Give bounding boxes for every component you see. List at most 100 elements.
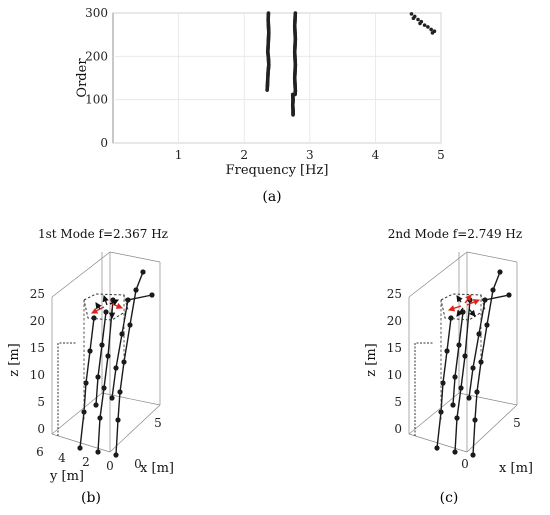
- mode-arrow-red: [464, 294, 472, 304]
- node: [474, 389, 480, 395]
- structure-model: [57, 269, 155, 458]
- node: [440, 380, 446, 386]
- node: [113, 452, 119, 458]
- mode-plot-2: 2nd Mode f=2.749 Hz 0 5 10 15 20 25 z [m…: [364, 227, 533, 506]
- node: [490, 287, 496, 293]
- node: [149, 292, 155, 298]
- z-tick: 25: [387, 287, 402, 301]
- data-point: [429, 27, 433, 32]
- mode-arrow-red: [447, 305, 462, 312]
- data-point: [422, 23, 427, 27]
- box-edge: [51, 392, 103, 435]
- node: [470, 452, 476, 458]
- node: [83, 380, 89, 386]
- stabilization-chart: 0 100 200 300 1 2 3 4 5 Order Frequency [Hz] (a…: [75, 6, 445, 205]
- column-line: [452, 311, 464, 406]
- z-tick: 15: [387, 341, 402, 355]
- z-tick: 5: [394, 395, 402, 409]
- z-tick: 0: [37, 422, 45, 436]
- y-tick: 300: [85, 6, 108, 20]
- node: [119, 331, 125, 337]
- node: [97, 415, 103, 421]
- x-axis-label: x [m]: [140, 461, 174, 476]
- mode-arrow-black: [456, 295, 463, 303]
- mode-arrow-black: [468, 308, 476, 317]
- node: [125, 297, 131, 303]
- mode-arrow-black: [109, 299, 119, 306]
- z-axis-label: z [m]: [364, 343, 379, 376]
- node: [93, 402, 99, 408]
- z-tick: 20: [387, 314, 402, 328]
- node: [450, 402, 456, 408]
- node: [438, 409, 444, 415]
- box-edge: [109, 404, 161, 453]
- z-tick: 15: [30, 341, 45, 355]
- y-tick: 0: [100, 136, 108, 150]
- x-tick: 1: [175, 148, 183, 162]
- z-tick: 10: [387, 368, 402, 382]
- box-edge: [466, 404, 518, 453]
- caption-c: (c): [440, 490, 459, 506]
- mode-arrow-black: [102, 294, 109, 306]
- node: [127, 322, 133, 328]
- y-tick: 100: [85, 93, 108, 107]
- axes-box: [51, 251, 161, 453]
- node: [444, 348, 450, 354]
- data-point: [426, 25, 430, 29]
- node: [95, 449, 101, 455]
- node: [434, 445, 440, 451]
- node: [452, 374, 458, 380]
- box-edge: [408, 392, 460, 435]
- box-edge: [466, 251, 518, 263]
- x-tick: 4: [372, 148, 380, 162]
- mode-arrow-black: [95, 302, 102, 310]
- box-edge: [458, 392, 518, 406]
- node: [466, 395, 472, 401]
- x-tick: 5: [437, 148, 445, 162]
- node: [470, 365, 476, 371]
- data-point: [418, 21, 422, 26]
- z-tick: 25: [30, 287, 45, 301]
- mode-arrow-black: [456, 307, 464, 317]
- node: [103, 309, 109, 315]
- data-point: [291, 113, 295, 117]
- node: [482, 297, 488, 303]
- node: [448, 315, 454, 321]
- x-axis-label: Frequency [Hz]: [226, 163, 329, 178]
- data-point: [409, 12, 414, 16]
- node: [99, 342, 105, 348]
- node: [121, 359, 127, 365]
- node: [478, 359, 484, 365]
- node: [117, 389, 123, 395]
- node: [472, 417, 478, 423]
- node: [506, 292, 512, 298]
- mode-arrow-red: [91, 306, 105, 314]
- z-tick: 0: [394, 422, 402, 436]
- z-tick: 5: [37, 395, 45, 409]
- node: [484, 322, 490, 328]
- box-edge: [101, 392, 161, 406]
- data-point: [265, 88, 269, 92]
- caption-a: (a): [262, 189, 281, 205]
- box-edge: [109, 251, 161, 263]
- x-tick: 3: [306, 148, 314, 162]
- node: [476, 331, 482, 337]
- y-tick: 0: [106, 459, 114, 473]
- node: [462, 353, 468, 359]
- node: [95, 374, 101, 380]
- x-tick-labels: 1 2 3 4 5: [175, 148, 445, 162]
- x-tick: 0: [134, 457, 142, 471]
- node: [140, 269, 146, 275]
- y-axis-label: y [m]: [49, 469, 84, 484]
- top-frame: [83, 293, 129, 321]
- y-tick: 6: [36, 445, 44, 459]
- node: [105, 353, 111, 359]
- z-tick: 20: [30, 314, 45, 328]
- data-point: [411, 16, 416, 21]
- node: [456, 342, 462, 348]
- x-tick-labels: 0 5: [134, 416, 162, 471]
- y-axis-label: Order: [75, 58, 90, 98]
- node: [458, 385, 464, 391]
- node: [497, 269, 503, 275]
- z-tick: 10: [30, 368, 45, 382]
